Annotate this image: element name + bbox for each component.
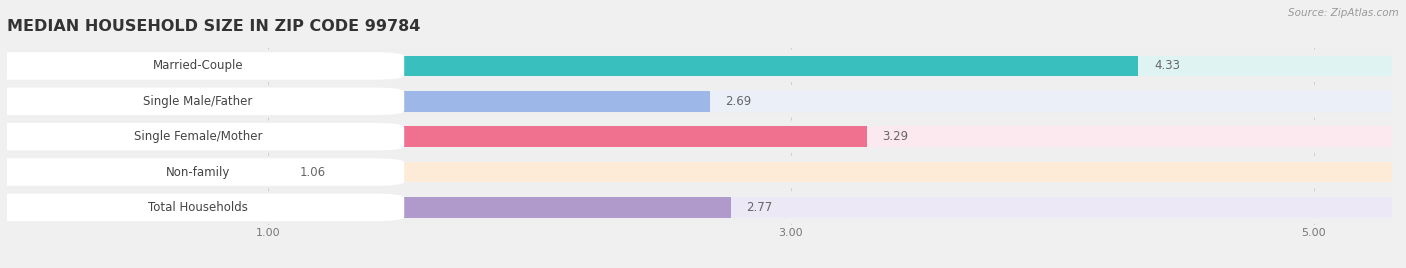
FancyBboxPatch shape [7, 50, 1392, 82]
Text: Total Households: Total Households [148, 201, 247, 214]
Bar [7, 197, 1392, 218]
Bar [7, 91, 1392, 111]
FancyBboxPatch shape [0, 158, 404, 186]
Text: Married-Couple: Married-Couple [152, 59, 243, 72]
Bar [7, 162, 284, 182]
Text: Non-family: Non-family [166, 166, 231, 178]
Bar [7, 56, 1392, 76]
FancyBboxPatch shape [0, 88, 404, 115]
Bar [7, 56, 1392, 76]
Text: Single Male/Father: Single Male/Father [143, 95, 253, 108]
Text: Single Female/Mother: Single Female/Mother [134, 130, 262, 143]
Text: MEDIAN HOUSEHOLD SIZE IN ZIP CODE 99784: MEDIAN HOUSEHOLD SIZE IN ZIP CODE 99784 [7, 19, 420, 34]
Bar [7, 162, 1392, 182]
FancyBboxPatch shape [7, 85, 1392, 118]
Text: 1.06: 1.06 [299, 166, 326, 178]
FancyBboxPatch shape [0, 123, 404, 150]
FancyBboxPatch shape [7, 120, 1392, 153]
FancyBboxPatch shape [7, 191, 1392, 224]
Bar [7, 197, 1392, 218]
FancyBboxPatch shape [0, 52, 404, 80]
Bar [7, 197, 731, 218]
Text: Source: ZipAtlas.com: Source: ZipAtlas.com [1288, 8, 1399, 18]
Text: 2.77: 2.77 [747, 201, 773, 214]
Bar [7, 162, 1392, 182]
Text: 3.29: 3.29 [883, 130, 908, 143]
Text: 2.69: 2.69 [725, 95, 752, 108]
Text: 4.33: 4.33 [1154, 59, 1180, 72]
Bar [7, 56, 1139, 76]
Bar [7, 91, 1392, 111]
Bar [7, 126, 866, 147]
Bar [7, 126, 1392, 147]
FancyBboxPatch shape [7, 156, 1392, 188]
FancyBboxPatch shape [0, 194, 404, 221]
Bar [7, 126, 1392, 147]
Bar [7, 91, 710, 111]
